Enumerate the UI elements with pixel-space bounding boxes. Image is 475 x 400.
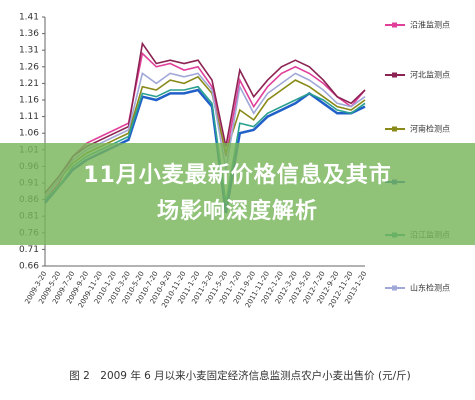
legend-marker [392, 22, 397, 28]
banner: 11月小麦最新价格信息及其市场影响深度解析 [0, 143, 475, 245]
y-tick-label: 1.06 [19, 129, 39, 139]
legend-label: 沿淮监测点 [410, 20, 450, 30]
legend-marker [392, 126, 397, 132]
legend-label: 河南检测点 [410, 124, 450, 134]
y-tick-label: 1.41 [19, 13, 39, 23]
banner-title: 11月小麦最新价格信息及其市场影响深度解析 [83, 163, 392, 224]
y-tick-label: 1.11 [19, 112, 39, 122]
y-tick-label: 1.36 [19, 29, 39, 39]
y-tick-label: 0.71 [19, 245, 39, 255]
y-tick-label: 1.16 [19, 96, 39, 106]
legend-label: 山东检测点 [410, 283, 450, 293]
legend-marker [392, 72, 397, 78]
y-tick-label: 1.31 [19, 46, 39, 56]
y-tick-label: 0.66 [19, 262, 39, 272]
series-line [44, 51, 366, 201]
y-tick-label: 1.21 [19, 79, 39, 89]
y-tick-label: 1.26 [19, 62, 39, 72]
legend-label: 河北监测点 [410, 70, 450, 80]
caption: 图 2 2009 年 6 月以来小麦固定经济信息监测点农户小麦出售价 (元/斤) [69, 369, 411, 382]
legend-marker [392, 285, 397, 291]
series-line [44, 41, 366, 194]
